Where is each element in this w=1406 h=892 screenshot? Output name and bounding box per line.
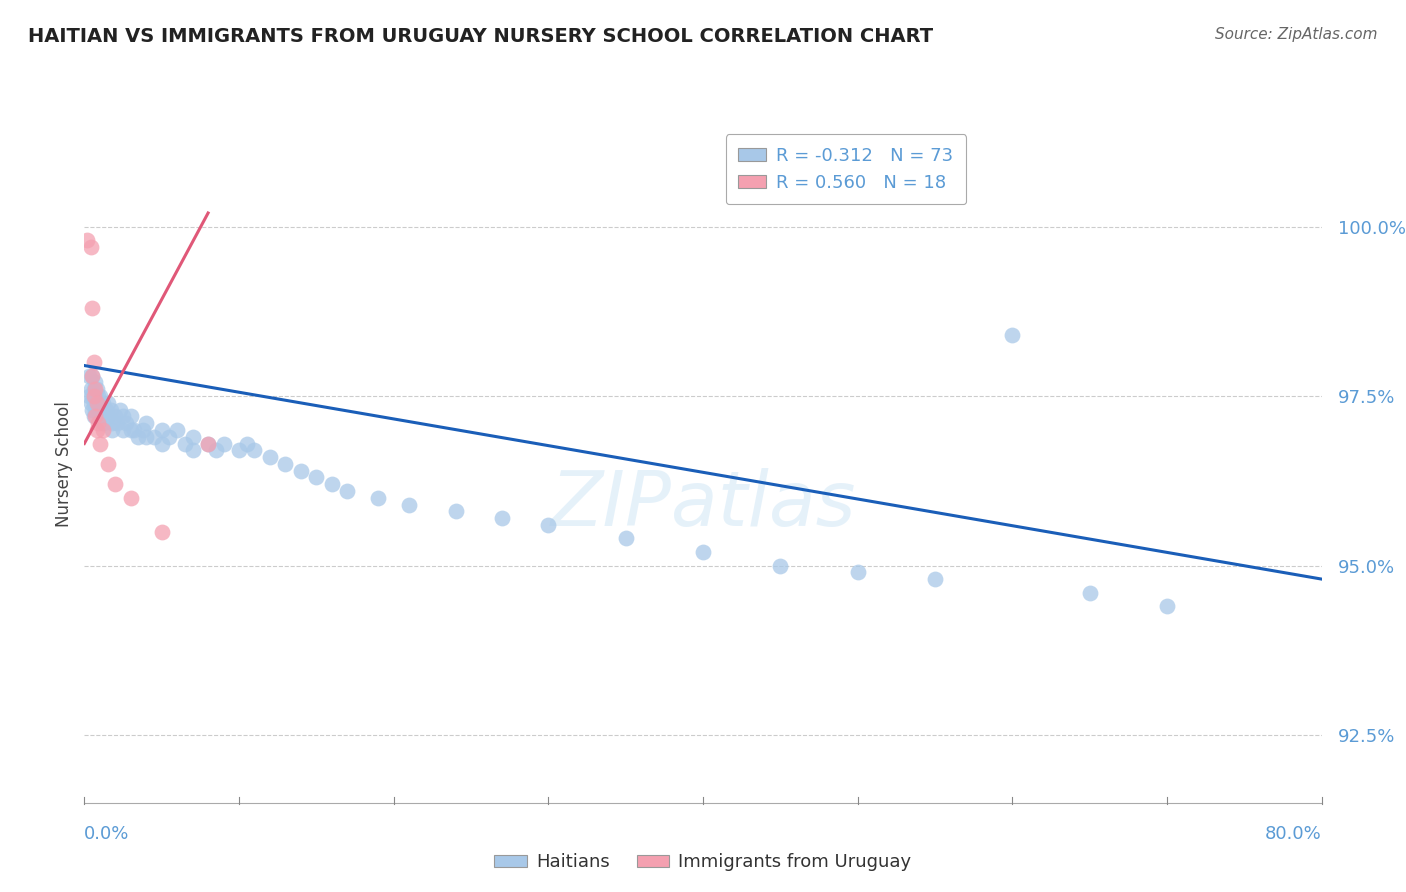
Point [120, 491, 142, 505]
Point [82, 368, 104, 383]
Point [77, 368, 100, 383]
Text: ZIPatlas: ZIPatlas [550, 467, 856, 541]
Point [79, 396, 101, 410]
Point [112, 423, 135, 437]
Text: Source: ZipAtlas.com: Source: ZipAtlas.com [1215, 27, 1378, 42]
Point [336, 483, 359, 498]
Point [82, 301, 104, 315]
Point [150, 524, 173, 539]
Point [79, 382, 101, 396]
Text: 0.0%: 0.0% [84, 825, 129, 843]
Point [120, 423, 142, 437]
Point [159, 430, 180, 444]
Point [89, 436, 111, 450]
Point [259, 450, 281, 464]
Point [108, 402, 131, 417]
Point [87, 402, 110, 417]
Point [150, 436, 173, 450]
Point [86, 423, 108, 437]
Point [120, 409, 142, 424]
Point [614, 532, 637, 546]
Point [491, 511, 513, 525]
Point [83, 396, 105, 410]
Point [1001, 328, 1024, 343]
Point [96, 409, 118, 424]
Point [77, 389, 100, 403]
Y-axis label: Nursery School: Nursery School [55, 401, 73, 527]
Point [274, 457, 297, 471]
Point [135, 416, 157, 430]
Point [174, 436, 197, 450]
Point [76, 233, 98, 247]
Point [212, 436, 235, 450]
Point [96, 457, 118, 471]
Point [96, 396, 118, 410]
Point [235, 436, 259, 450]
Point [1078, 585, 1101, 599]
Point [83, 389, 105, 403]
Point [367, 491, 389, 505]
Point [82, 389, 104, 403]
Point [91, 416, 114, 430]
Point [150, 423, 173, 437]
Point [83, 382, 105, 396]
Point [846, 566, 869, 580]
Point [1156, 599, 1178, 614]
Point [537, 517, 560, 532]
Point [83, 409, 105, 424]
Point [105, 416, 128, 430]
Point [83, 355, 105, 369]
Point [84, 382, 107, 396]
Point [924, 572, 946, 586]
Point [115, 416, 138, 430]
Point [305, 470, 328, 484]
Point [181, 430, 204, 444]
Point [444, 504, 467, 518]
Point [101, 416, 124, 430]
Point [132, 423, 155, 437]
Legend: R = -0.312   N = 73, R = 0.560   N = 18: R = -0.312 N = 73, R = 0.560 N = 18 [725, 134, 966, 204]
Point [82, 402, 104, 417]
Point [91, 423, 114, 437]
Point [91, 396, 114, 410]
Point [143, 430, 166, 444]
Point [100, 402, 122, 417]
Point [84, 409, 107, 424]
Point [84, 376, 107, 390]
Point [104, 477, 127, 491]
Point [112, 409, 135, 424]
Point [87, 416, 110, 430]
Point [228, 443, 250, 458]
Point [127, 430, 149, 444]
Point [86, 396, 108, 410]
Point [104, 409, 127, 424]
Point [290, 464, 312, 478]
Point [86, 396, 108, 410]
Point [166, 423, 188, 437]
Point [321, 477, 343, 491]
Point [84, 389, 107, 403]
Point [692, 545, 714, 559]
Point [89, 389, 111, 403]
Point [84, 402, 107, 417]
Point [398, 498, 420, 512]
Point [82, 368, 104, 383]
Point [205, 443, 228, 458]
Point [89, 409, 111, 424]
Legend: Haitians, Immigrants from Uruguay: Haitians, Immigrants from Uruguay [488, 847, 918, 879]
Point [135, 430, 157, 444]
Point [101, 423, 124, 437]
Point [94, 402, 117, 417]
Point [243, 443, 266, 458]
Point [769, 558, 792, 573]
Point [87, 389, 110, 403]
Point [122, 423, 145, 437]
Point [197, 436, 219, 450]
Text: 80.0%: 80.0% [1265, 825, 1322, 843]
Point [79, 240, 101, 254]
Point [86, 382, 108, 396]
Point [181, 443, 204, 458]
Point [197, 436, 219, 450]
Text: HAITIAN VS IMMIGRANTS FROM URUGUAY NURSERY SCHOOL CORRELATION CHART: HAITIAN VS IMMIGRANTS FROM URUGUAY NURSE… [28, 27, 934, 45]
